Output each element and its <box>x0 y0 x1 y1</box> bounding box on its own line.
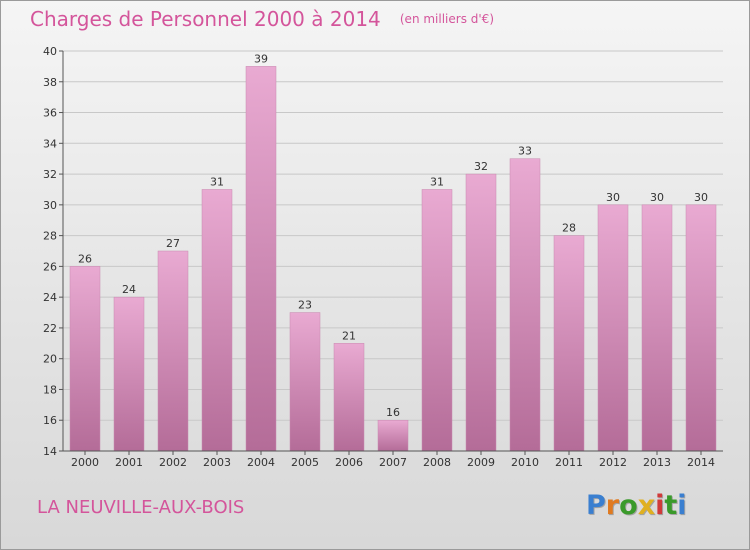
y-tick-label: 30 <box>43 199 57 212</box>
data-label: 21 <box>342 329 356 342</box>
y-tick-label: 22 <box>43 322 57 335</box>
y-tick-label: 16 <box>43 414 57 427</box>
bar <box>69 266 101 452</box>
x-tick-label: 2013 <box>643 456 671 469</box>
x-tick-label: 2007 <box>379 456 407 469</box>
x-tick-label: 2003 <box>203 456 231 469</box>
x-tick-label: 2009 <box>467 456 495 469</box>
data-label: 31 <box>430 175 444 188</box>
y-tick-label: 32 <box>43 168 57 181</box>
data-label: 32 <box>474 160 488 173</box>
data-label: 27 <box>166 237 180 250</box>
y-tick-label: 28 <box>43 230 57 243</box>
x-tick-label: 2002 <box>159 456 187 469</box>
labels: 14 16 18 20 22 24 26 28 30 32 34 36 38 40 26 2000 24 2001… <box>43 45 715 469</box>
data-label: 24 <box>122 283 136 296</box>
bar <box>597 204 629 452</box>
bar <box>685 204 717 452</box>
x-tick-label: 2008 <box>423 456 451 469</box>
y-tick-label: 36 <box>43 107 57 120</box>
data-label: 28 <box>562 222 576 235</box>
data-label: 23 <box>298 299 312 312</box>
y-tick-label: 18 <box>43 383 57 396</box>
bar <box>421 189 453 452</box>
x-tick-label: 2012 <box>599 456 627 469</box>
logo-letter: o <box>619 490 638 521</box>
bar <box>641 204 673 452</box>
logo-letter: i <box>655 490 665 521</box>
commune-name: LA NEUVILLE-AUX-BOIS <box>37 497 245 518</box>
data-label: 16 <box>386 406 400 419</box>
y-tick-label: 20 <box>43 353 57 366</box>
logo-letter: P <box>586 490 606 521</box>
y-tick-label: 40 <box>43 45 57 58</box>
data-label: 33 <box>518 145 532 158</box>
bar <box>509 158 541 452</box>
bar <box>113 296 145 452</box>
chart-title: Charges de Personnel 2000 à 2014 <box>30 7 381 31</box>
logo-letter: r <box>605 490 620 521</box>
y-tick-label: 14 <box>43 445 57 458</box>
y-tick-label: 24 <box>43 291 57 304</box>
x-tick-label: 2005 <box>291 456 319 469</box>
x-tick-label: 2011 <box>555 456 583 469</box>
logo-letter: x <box>637 490 656 521</box>
data-label: 30 <box>606 191 620 204</box>
x-tick-label: 2000 <box>71 456 99 469</box>
bars <box>69 66 717 452</box>
bar <box>245 66 277 452</box>
bar <box>553 235 585 452</box>
logo-letter: i <box>677 490 687 521</box>
data-label: 26 <box>78 252 92 265</box>
chart-unit-subtitle: (en milliers d'€) <box>399 12 494 26</box>
y-tick-label: 38 <box>43 76 57 89</box>
bar <box>289 312 321 452</box>
data-label: 30 <box>650 191 664 204</box>
x-tick-label: 2010 <box>511 456 539 469</box>
bar <box>465 173 497 452</box>
x-tick-label: 2006 <box>335 456 363 469</box>
data-label: 31 <box>210 175 224 188</box>
x-tick-label: 2001 <box>115 456 143 469</box>
bar <box>377 419 409 452</box>
bar <box>333 343 365 452</box>
axes <box>59 50 723 455</box>
data-label: 39 <box>254 52 268 65</box>
x-tick-label: 2004 <box>247 456 275 469</box>
y-tick-label: 34 <box>43 137 57 150</box>
proxiti-logo: Proxiti <box>586 490 687 521</box>
x-tick-label: 2014 <box>687 456 715 469</box>
bar <box>157 250 189 452</box>
y-tick-label: 26 <box>43 260 57 273</box>
logo-letter: t <box>664 490 678 521</box>
bar <box>201 189 233 452</box>
chart-title-row: Charges de Personnel 2000 à 2014 (en mil… <box>30 7 494 31</box>
data-label: 30 <box>694 191 708 204</box>
